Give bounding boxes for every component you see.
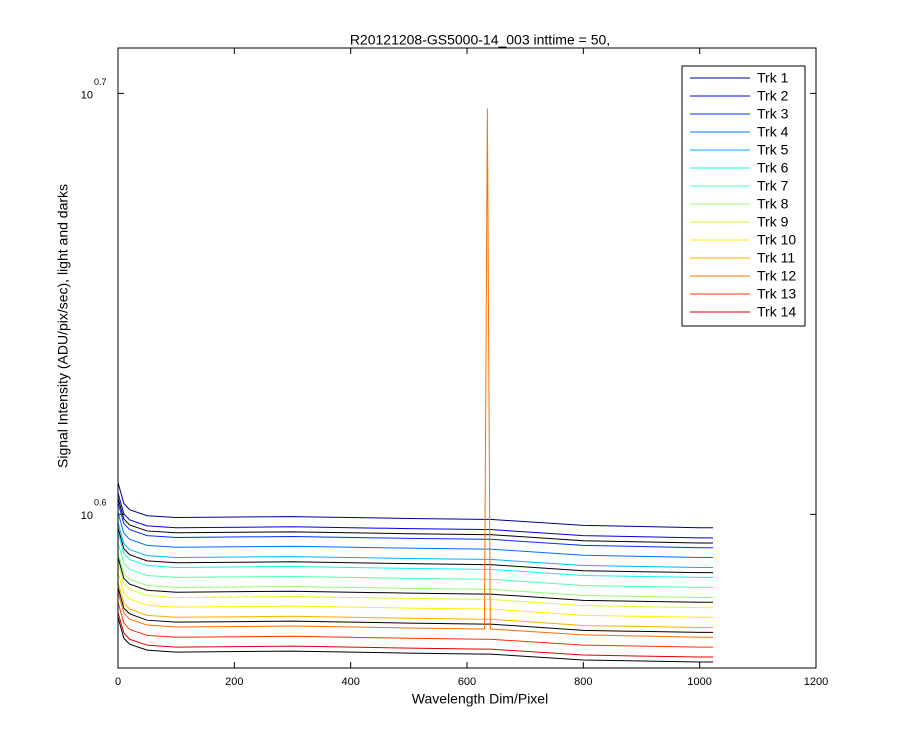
- series-line: [117, 612, 714, 658]
- legend-label: Trk 13: [757, 286, 796, 302]
- series-line: [117, 492, 714, 539]
- series-line: [117, 532, 714, 578]
- y-axis-label: Signal Intensity (ADU/pix/sec), light an…: [55, 184, 71, 468]
- legend-label: Trk 9: [757, 214, 789, 230]
- chart-title: R20121208-GS5000-14_003 inttime = 50,: [350, 32, 610, 48]
- legend-label: Trk 11: [757, 250, 795, 266]
- legend-label: Trk 7: [757, 178, 789, 194]
- legend-label: Trk 2: [757, 88, 789, 104]
- series-line: [117, 522, 714, 568]
- legend-label: Trk 10: [757, 232, 796, 248]
- series-line: [117, 582, 714, 628]
- x-tick-label: 1200: [804, 676, 828, 688]
- legend-label: Trk 8: [757, 196, 789, 212]
- y-tick-label: 10: [81, 89, 93, 101]
- y-tick-exponent: 0.7: [94, 77, 107, 87]
- series-line: [117, 497, 714, 544]
- x-tick-label: 800: [574, 676, 592, 688]
- series-line: [117, 617, 714, 663]
- series-line: [117, 108, 714, 638]
- x-axis-label: Wavelength Dim/Pixel: [412, 691, 548, 707]
- series-line: [117, 602, 714, 648]
- y-tick-label: 10: [81, 510, 93, 522]
- series-line: [117, 527, 714, 574]
- series-line: [117, 542, 714, 588]
- x-tick-label: 1000: [687, 676, 711, 688]
- x-tick-label: 600: [458, 676, 476, 688]
- series-line: [117, 482, 714, 529]
- legend-label: Trk 1: [757, 70, 789, 86]
- x-tick-label: 200: [225, 676, 243, 688]
- series-line: [117, 512, 714, 559]
- x-tick-label: 400: [341, 676, 359, 688]
- series-line: [117, 502, 714, 549]
- series-line: [117, 552, 714, 598]
- legend-label: Trk 14: [757, 304, 796, 320]
- legend-label: Trk 3: [757, 106, 789, 122]
- legend-label: Trk 6: [757, 160, 789, 176]
- series-line: [117, 556, 714, 603]
- y-tick-exponent: 0.6: [94, 498, 107, 508]
- series-line: [117, 562, 714, 609]
- series-line: [117, 587, 714, 633]
- legend-label: Trk 5: [757, 142, 789, 158]
- legend-box: [681, 65, 806, 327]
- legend-label: Trk 12: [757, 268, 796, 284]
- x-tick-label: 0: [115, 676, 121, 688]
- series-line: [117, 572, 714, 618]
- legend-label: Trk 4: [757, 124, 789, 140]
- plot-frame: [117, 47, 817, 669]
